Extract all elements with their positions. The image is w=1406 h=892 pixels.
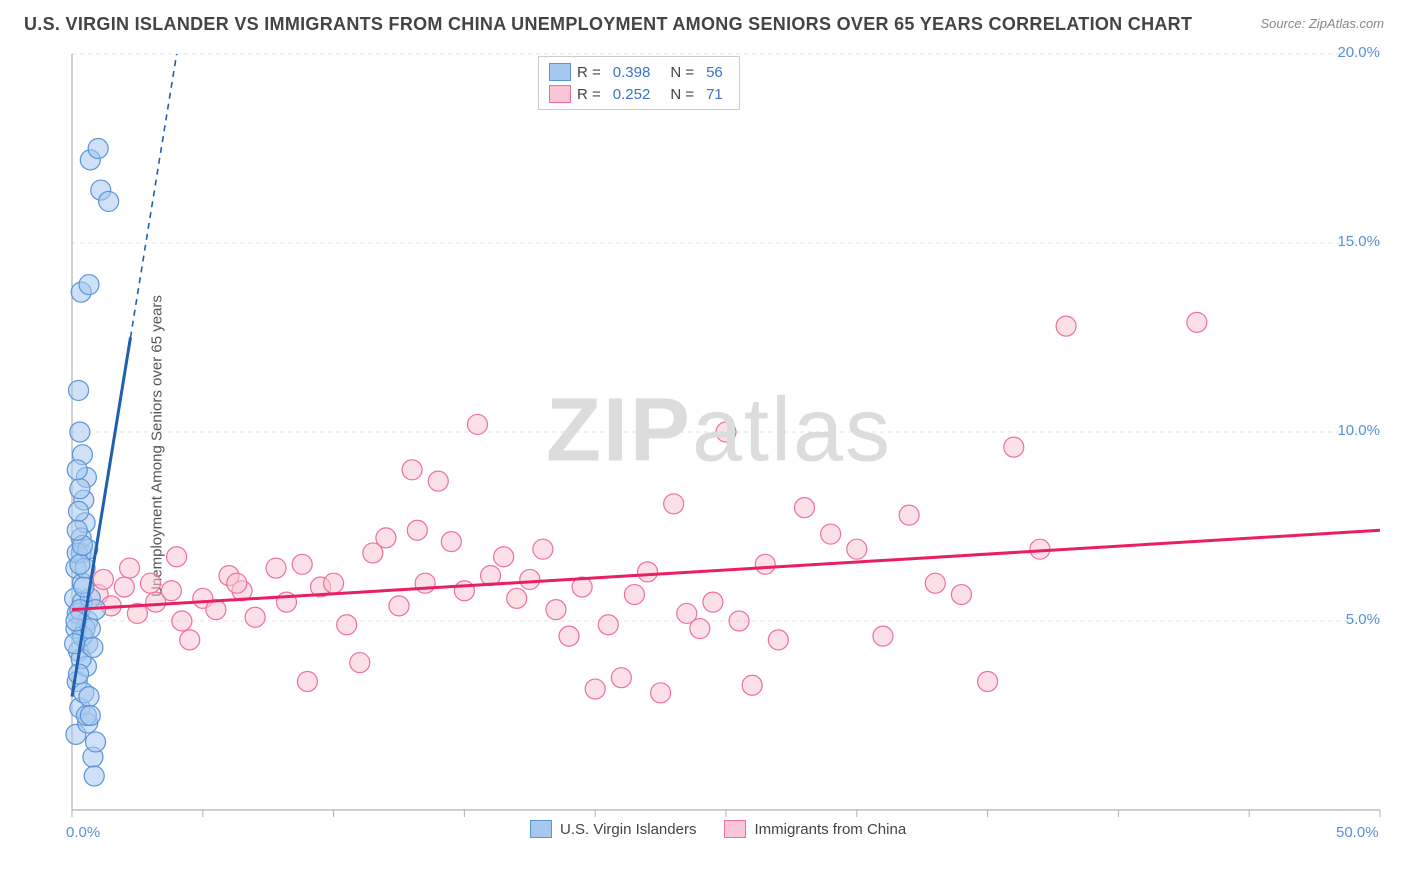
- stat-r-value: 0.252: [607, 86, 657, 103]
- stat-r-value: 0.398: [607, 64, 657, 81]
- y-tick-label: 15.0%: [1337, 233, 1380, 250]
- stats-row: R = 0.252 N = 71: [549, 83, 729, 105]
- y-tick-label: 10.0%: [1337, 422, 1380, 439]
- series-swatch: [549, 85, 571, 103]
- chart-title: U.S. VIRGIN ISLANDER VS IMMIGRANTS FROM …: [24, 14, 1192, 35]
- legend-item: Immigrants from China: [724, 820, 906, 838]
- stat-n-label: N =: [662, 86, 694, 103]
- x-tick-label: 0.0%: [66, 824, 100, 841]
- stat-r-label: R =: [577, 64, 601, 81]
- series-swatch: [549, 63, 571, 81]
- scatter-chart: [50, 50, 1388, 844]
- stat-n-value: 56: [700, 64, 729, 81]
- legend-label: U.S. Virgin Islanders: [560, 821, 696, 838]
- legend-label: Immigrants from China: [754, 821, 906, 838]
- stats-row: R = 0.398 N = 56: [549, 61, 729, 83]
- chart-area: ZIPatlas R =0.398N =56R =0.252N =71 U.S.…: [50, 50, 1388, 844]
- stat-n-value: 71: [700, 86, 729, 103]
- stat-r-label: R =: [577, 86, 601, 103]
- y-tick-label: 20.0%: [1337, 44, 1380, 61]
- legend-swatch: [530, 820, 552, 838]
- source-label: Source: ZipAtlas.com: [1260, 16, 1384, 31]
- y-tick-label: 5.0%: [1346, 611, 1380, 628]
- stat-n-label: N =: [662, 64, 694, 81]
- legend-swatch: [724, 820, 746, 838]
- x-tick-label: 50.0%: [1336, 824, 1379, 841]
- legend-bottom: U.S. Virgin Islanders Immigrants from Chi…: [530, 820, 906, 838]
- stats-box: R = 0.398 N = 56 R = 0.252 N = 71: [538, 56, 740, 110]
- legend-item: U.S. Virgin Islanders: [530, 820, 696, 838]
